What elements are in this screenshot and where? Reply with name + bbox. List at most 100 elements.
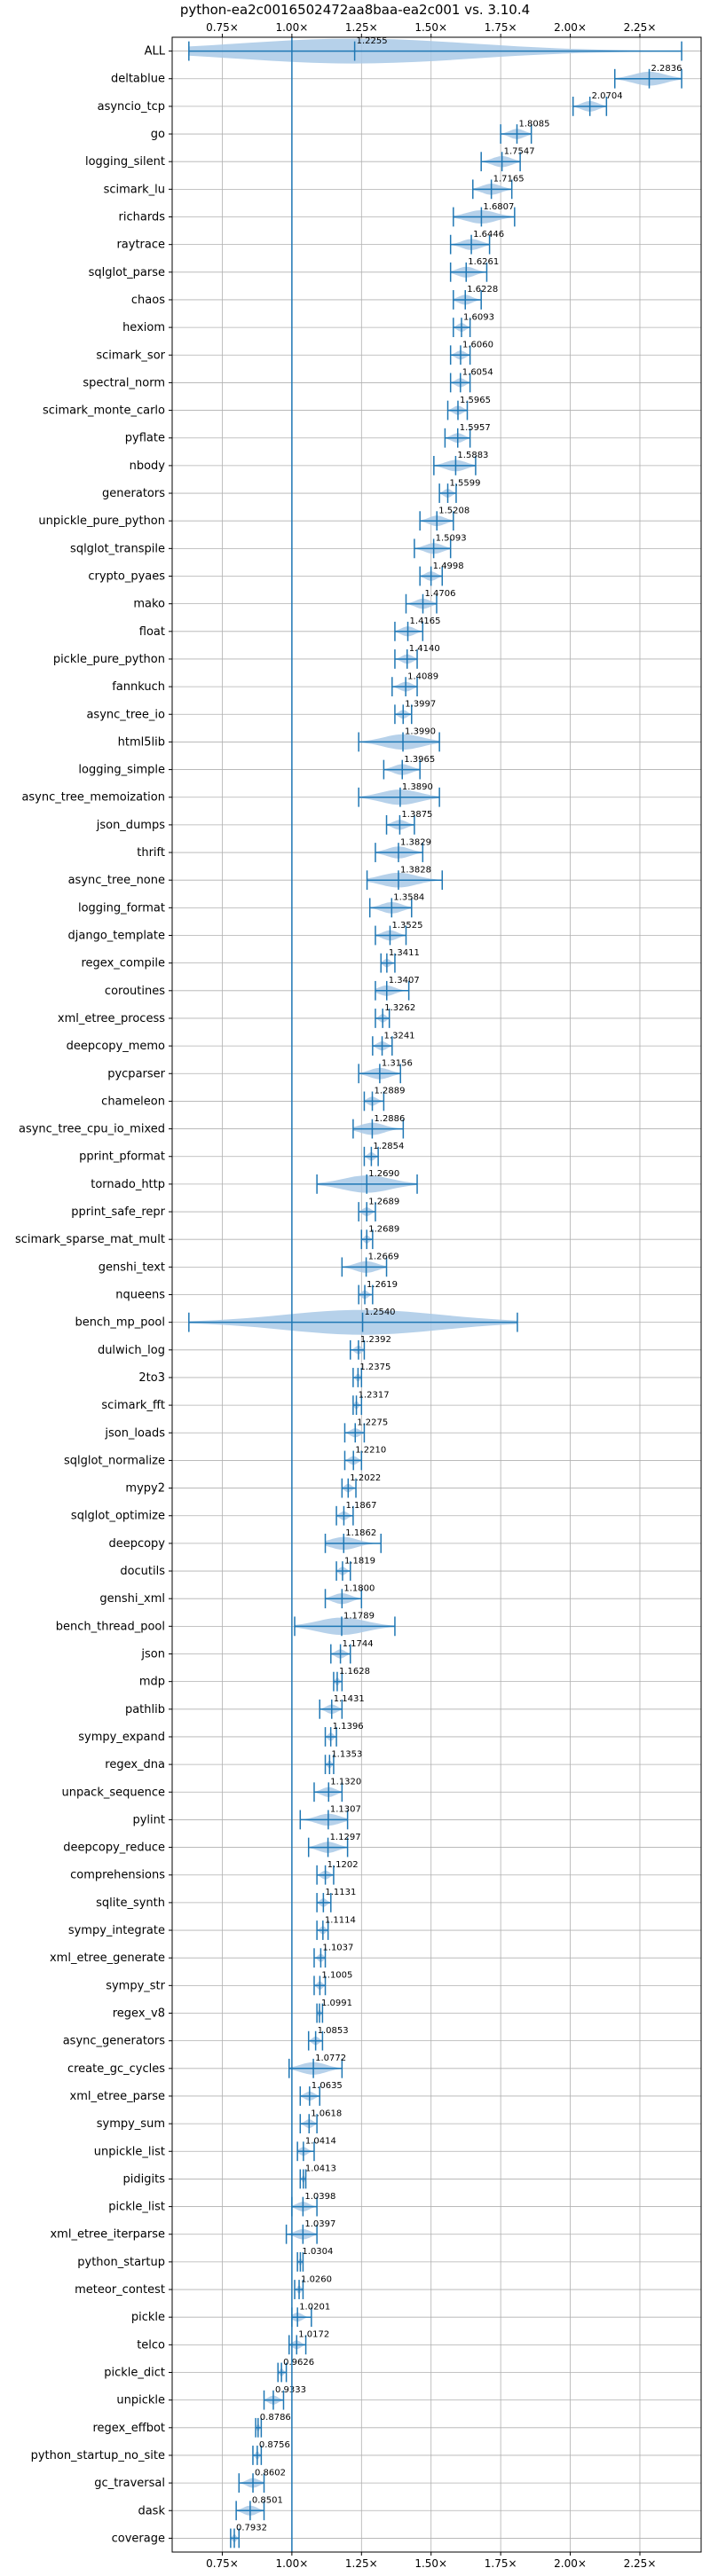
y-tick-label: nbody <box>130 459 166 473</box>
data-label: 1.1297 <box>330 1833 361 1842</box>
data-label: 0.8602 <box>255 2468 286 2478</box>
y-tick-label: deltablue <box>111 73 165 86</box>
y-tick-label: html5lib <box>118 735 165 749</box>
y-tick-label: async_tree_none <box>68 874 165 887</box>
x-tick-label-top: 1.75× <box>485 21 517 34</box>
data-label: 1.1628 <box>339 1667 370 1677</box>
data-label: 1.1037 <box>322 1943 353 1952</box>
chart-title: python-ea2c0016502472aa8baa-ea2c001 vs. … <box>180 2 530 18</box>
x-tick-label-top: 1.25× <box>345 21 378 34</box>
y-tick-label: scimark_lu <box>104 183 165 196</box>
data-label: 1.6807 <box>483 202 514 212</box>
x-tick-label-bottom: 1.25× <box>345 2557 378 2570</box>
data-label: 0.7932 <box>236 2524 267 2533</box>
y-tick-label: pyflate <box>125 432 165 445</box>
y-tick-label: sympy_expand <box>78 1731 165 1744</box>
data-label: 1.0172 <box>298 2330 329 2340</box>
y-tick-label: coverage <box>112 2532 165 2545</box>
x-tick-label-top: 1.50× <box>414 21 447 34</box>
data-label: 1.3156 <box>382 1059 413 1069</box>
x-tick-label-top: 0.75× <box>206 21 239 34</box>
data-label: 1.2689 <box>368 1197 399 1206</box>
y-tick-label: genshi_xml <box>99 1592 165 1606</box>
y-tick-label: nqueens <box>115 1289 165 1302</box>
data-label: 1.3241 <box>384 1031 415 1041</box>
data-label: 1.2619 <box>367 1280 398 1290</box>
y-tick-label: mdp <box>139 1676 165 1689</box>
data-label: 1.1800 <box>343 1583 375 1593</box>
data-label: 1.6060 <box>462 341 493 350</box>
data-label: 0.8501 <box>252 2496 283 2506</box>
y-tick-label: go <box>151 128 165 141</box>
data-label: 1.2886 <box>374 1114 405 1124</box>
y-tick-label: dask <box>138 2504 165 2517</box>
y-tick-label: pickle_dict <box>104 2367 165 2380</box>
data-label: 1.3829 <box>400 837 431 847</box>
data-label: 1.2210 <box>355 1446 386 1456</box>
data-label: 0.8756 <box>259 2440 290 2450</box>
plot-frame <box>171 36 702 2553</box>
y-tick-label: mako <box>133 598 165 611</box>
y-tick-label: async_tree_memoization <box>21 791 165 805</box>
data-label: 1.8085 <box>518 119 549 129</box>
x-tick-label-bottom: 1.75× <box>485 2557 517 2570</box>
x-tick-label-top: 1.00× <box>275 21 308 34</box>
y-tick-label: richards <box>119 211 166 224</box>
data-label: 0.8786 <box>260 2413 291 2423</box>
y-tick-label: logging_simple <box>78 764 165 777</box>
y-tick-label: deepcopy <box>108 1537 165 1551</box>
data-label: 1.4706 <box>425 589 456 599</box>
y-tick-label: xml_etree_iterparse <box>50 2228 165 2242</box>
data-label: 2.0704 <box>592 91 623 101</box>
y-tick-label: dulwich_log <box>98 1344 165 1357</box>
y-tick-label: meteor_contest <box>75 2283 165 2297</box>
data-label: 1.1114 <box>325 1915 356 1925</box>
data-label: 1.0853 <box>318 2026 349 2036</box>
y-tick-label: pylint <box>132 1813 165 1826</box>
y-tick-label: pickle_pure_python <box>53 653 165 666</box>
data-label: 1.3875 <box>401 810 432 820</box>
data-label: 1.3965 <box>404 755 435 765</box>
y-tick-label: deepcopy_memo <box>67 1040 165 1053</box>
data-label: 1.5965 <box>460 396 491 405</box>
data-label: 1.1396 <box>333 1722 364 1732</box>
y-tick-label: mypy2 <box>125 1482 165 1496</box>
y-tick-label: json <box>140 1648 165 1661</box>
grid-layer <box>172 37 701 2552</box>
data-label: 1.3407 <box>389 976 420 986</box>
y-tick-label: asyncio_tcp <box>98 100 165 114</box>
data-label: 0.9626 <box>283 2358 314 2368</box>
y-tick-label: scimark_monte_carlo <box>43 404 165 418</box>
data-label: 1.2854 <box>373 1142 404 1151</box>
y-tick-label: fannkuch <box>112 680 165 694</box>
y-tick-label: scimark_sparse_mat_mult <box>15 1233 165 1246</box>
y-tick-label: json_loads <box>104 1426 165 1440</box>
x-tick-label-bottom: 1.50× <box>414 2557 447 2570</box>
y-tick-label: async_generators <box>63 2035 166 2048</box>
data-label: 1.0635 <box>312 2081 343 2091</box>
data-label: 1.2669 <box>368 1253 399 1262</box>
y-tick-label: sqlglot_optimize <box>71 1510 165 1523</box>
data-label: 1.3262 <box>384 1003 415 1013</box>
y-tick-label: generators <box>102 487 165 500</box>
axes-layer: 0.75× 0.75× 1.00× 1.00× 1.25× 1.25× 1.50× 1.50×… <box>15 21 702 2570</box>
data-label: 1.3584 <box>393 893 424 903</box>
data-label: 1.0201 <box>299 2302 330 2312</box>
data-label: 1.1202 <box>327 1860 359 1870</box>
y-tick-label: genshi_text <box>99 1261 165 1274</box>
y-tick-label: sqlglot_parse <box>89 266 165 279</box>
y-tick-label: bench_thread_pool <box>56 1620 165 1633</box>
y-tick-label: pprint_safe_repr <box>71 1206 165 1219</box>
data-label: 1.0991 <box>321 1999 352 2008</box>
y-tick-label: sqlglot_normalize <box>64 1454 165 1467</box>
data-label: 1.6093 <box>463 312 494 322</box>
y-tick-label: async_tree_cpu_io_mixed <box>19 1123 165 1136</box>
data-label: 1.0304 <box>302 2247 333 2257</box>
y-tick-label: python_startup <box>77 2256 165 2269</box>
data-label: 1.0414 <box>305 2137 336 2147</box>
data-label: 1.2889 <box>375 1087 406 1096</box>
y-tick-label: sympy_str <box>106 1979 165 1992</box>
data-label: 1.2255 <box>357 36 388 46</box>
data-label: 1.5957 <box>460 423 491 433</box>
data-label: 1.1005 <box>321 1971 352 1981</box>
